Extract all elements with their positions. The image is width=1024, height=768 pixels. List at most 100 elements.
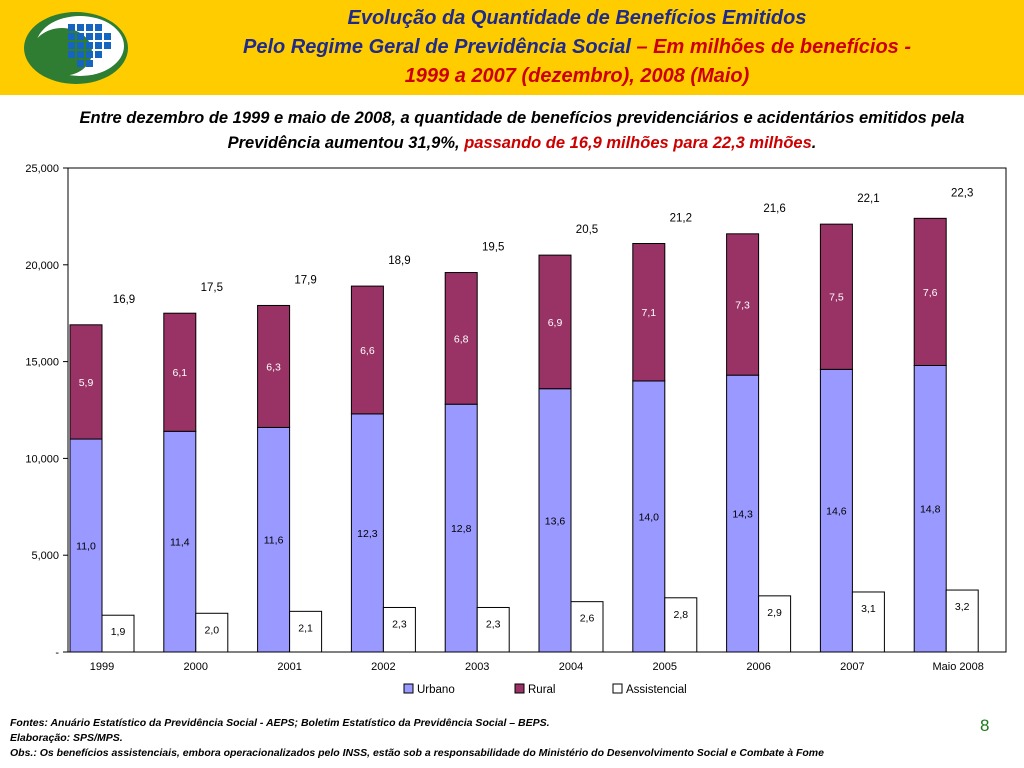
benefits-bar-chart: - 5,000 10,000 15,000 20,000 25,000 11,0 5,9 16…: [25, 163, 1007, 696]
label-rural: 6,3: [266, 361, 281, 373]
x-tick-label: 2006: [746, 661, 770, 673]
footer-sources: Fontes: Anuário Estatístico da Previdênc…: [10, 717, 550, 729]
y-tick-label: -: [55, 647, 59, 659]
label-urbano: 11,4: [170, 537, 190, 549]
bar-assistencial: [851, 591, 885, 653]
label-total: 16,9: [113, 294, 135, 306]
x-tick-label: 2005: [653, 661, 677, 673]
y-tick-label: 15,000: [25, 357, 59, 369]
label-rural: 7,3: [735, 299, 750, 311]
bar-assistencial: [758, 595, 792, 653]
bar-urbano: [632, 380, 666, 653]
footer-notes: Fontes: Anuário Estatístico da Previdênc…: [10, 716, 1020, 761]
label-urbano: 12,8: [451, 523, 472, 535]
footer-elaboration: Elaboração: SPS/MPS.: [10, 732, 123, 744]
bar-urbano: [350, 413, 384, 653]
intro-text-black: Entre dezembro de 1999 e maio de 2008, a…: [79, 109, 965, 152]
label-assistencial: 2,3: [486, 618, 501, 630]
legend-urbano-label: Urbano: [417, 684, 455, 696]
label-assistencial: 2,9: [767, 607, 782, 619]
label-rural: 5,9: [79, 377, 94, 389]
label-rural: 7,6: [923, 287, 938, 299]
previdencia-logo-icon: [24, 12, 128, 84]
label-rural: 6,8: [454, 333, 469, 345]
label-rural: 6,1: [172, 367, 187, 379]
bar-rural: [726, 233, 760, 376]
label-assistencial: 2,1: [298, 622, 313, 634]
label-rural: 6,9: [548, 317, 563, 329]
bar-assistencial: [289, 610, 323, 653]
bar-assistencial: [101, 614, 135, 653]
label-assistencial: 2,6: [580, 613, 595, 625]
bar-rural: [69, 324, 103, 440]
bar-rural: [632, 243, 666, 382]
y-tick-label: 10,000: [25, 453, 59, 465]
bar-assistencial: [945, 589, 979, 653]
label-assistencial: 3,1: [861, 603, 876, 615]
bar-assistencial: [664, 597, 698, 653]
legend-rural-swatch: [514, 683, 525, 694]
legend-assistencial-label: Assistencial: [626, 684, 687, 696]
bar-assistencial: [570, 601, 604, 653]
label-assistencial: 2,3: [392, 618, 407, 630]
bar-rural: [538, 254, 572, 390]
plot-area: [67, 167, 1007, 653]
bar-assistencial: [382, 606, 416, 653]
x-tick-label: 2000: [184, 661, 208, 673]
label-urbano: 13,6: [545, 515, 566, 527]
label-total: 22,1: [857, 193, 879, 205]
label-rural: 7,5: [829, 292, 844, 304]
bar-rural: [350, 285, 384, 415]
label-urbano: 14,6: [826, 506, 847, 518]
page-number: 8: [980, 716, 990, 735]
y-tick-label: 5,000: [31, 550, 59, 562]
label-assistencial: 1,9: [111, 626, 126, 638]
label-urbano: 11,6: [264, 535, 284, 547]
y-tick-label: 25,000: [25, 163, 59, 175]
label-rural: 6,6: [360, 345, 375, 357]
x-tick-label: Maio 2008: [933, 661, 984, 673]
intro-text-red: passando de 16,9 milhões para 22,3 milhõ…: [464, 134, 812, 152]
bar-urbano: [819, 368, 853, 653]
label-total: 20,5: [576, 224, 598, 236]
label-total: 18,9: [388, 255, 410, 267]
slide-title: Evolução da Quantidade de Benefícios Emi…: [130, 4, 1024, 91]
x-tick-label: 2004: [559, 661, 583, 673]
bar-rural: [444, 272, 478, 405]
label-total: 21,6: [763, 203, 785, 215]
legend-rural-label: Rural: [528, 684, 555, 696]
label-rural: 7,1: [641, 307, 656, 319]
label-assistencial: 3,2: [955, 601, 970, 613]
x-tick-label: 1999: [90, 661, 114, 673]
title-line-2-blue: Pelo Regime Geral de Previdência Social: [242, 36, 631, 58]
label-assistencial: 2,8: [673, 609, 688, 621]
title-line-3: 1999 a 2007 (dezembro), 2008 (Maio): [404, 65, 750, 87]
y-tick-label: 20,000: [25, 260, 59, 272]
x-tick-label: 2001: [277, 661, 301, 673]
x-tick-label: 2003: [465, 661, 489, 673]
label-urbano: 14,3: [732, 509, 753, 521]
bar-urbano: [69, 438, 103, 653]
label-total: 17,9: [294, 274, 316, 286]
title-line-1: Evolução da Quantidade de Benefícios Emi…: [347, 7, 807, 29]
bar-rural: [257, 304, 291, 428]
label-total: 22,3: [951, 187, 973, 199]
bar-rural: [819, 223, 853, 370]
label-assistencial: 2,0: [204, 624, 219, 636]
legend-urbano-swatch: [403, 683, 414, 694]
title-line-2-red: – Em milhões de benefícios -: [630, 36, 912, 58]
header-bar: Evolução da Quantidade de Benefícios Emi…: [0, 0, 1024, 95]
x-tick-label: 2007: [840, 661, 864, 673]
intro-text: Entre dezembro de 1999 e maio de 2008, a…: [40, 106, 1004, 156]
title-line-2: Pelo Regime Geral de Previdência Social …: [130, 33, 1024, 62]
bar-rural: [913, 217, 947, 366]
label-urbano: 11,0: [76, 541, 96, 553]
bar-urbano: [163, 430, 197, 653]
bar-assistencial: [195, 612, 229, 653]
label-urbano: 12,3: [357, 528, 378, 540]
label-urbano: 14,0: [639, 511, 660, 523]
label-urbano: 14,8: [920, 504, 941, 516]
bar-rural: [163, 312, 197, 432]
label-total: 21,2: [670, 213, 692, 225]
label-total: 17,5: [201, 282, 223, 294]
